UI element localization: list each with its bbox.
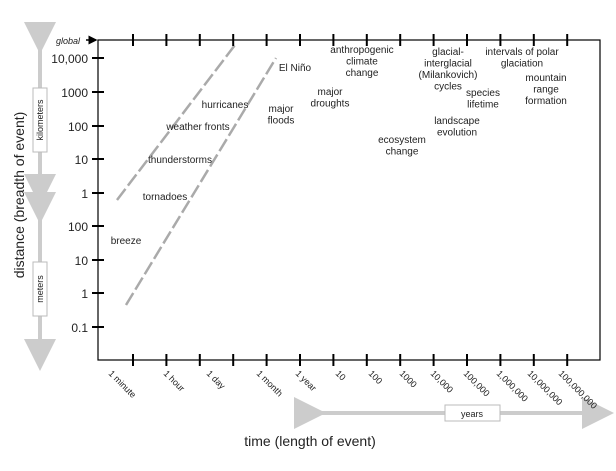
- event-label: droughts: [311, 99, 350, 110]
- event-label: (Milankovich): [419, 70, 478, 81]
- x-tick-label: 10,000: [429, 368, 456, 395]
- global-label: global: [56, 36, 81, 46]
- y-tick-label: 1000: [61, 86, 88, 100]
- event-label: ecosystem: [378, 135, 426, 146]
- x-tick-label: 1 year: [294, 368, 319, 393]
- event-label: change: [386, 147, 419, 158]
- y-tick-label: 10: [75, 153, 89, 167]
- event-label: climate: [346, 57, 378, 68]
- unit-box: [444, 404, 501, 422]
- event-label: thunderstorms: [148, 155, 212, 166]
- y-tick-label: 10,000: [51, 52, 88, 66]
- x-tick-label: 1 hour: [162, 368, 187, 393]
- axis-title: distance (breadth of event): [11, 112, 27, 279]
- event-label: breeze: [111, 236, 142, 247]
- x-tick-label: 1 minute: [107, 368, 138, 399]
- event-label: tornadoes: [143, 192, 187, 203]
- event-label: intervals of polar: [485, 47, 559, 58]
- event-label: range: [533, 85, 559, 96]
- units-label: years: [461, 409, 484, 419]
- event-label: mountain: [525, 73, 566, 84]
- units-label: meters: [35, 275, 45, 303]
- y-tick-label: 100: [68, 120, 88, 134]
- event-label: interglacial: [424, 59, 472, 70]
- units-label: kilometers: [35, 99, 45, 141]
- x-tick-label: 1 day: [205, 368, 228, 391]
- unit-box: [32, 261, 48, 317]
- x-tick-label: 100: [367, 368, 385, 386]
- x-tick-label: 1000: [398, 368, 419, 389]
- event-label: species: [466, 88, 500, 99]
- event-label: weather fronts: [165, 122, 229, 133]
- event-label: El Niño: [279, 63, 312, 74]
- event-label: major: [317, 87, 343, 98]
- event-label: change: [346, 68, 379, 79]
- event-label: cycles: [434, 82, 462, 93]
- event-label: glaciation: [501, 59, 543, 70]
- y-tick-label: 1: [81, 287, 88, 301]
- y-tick-label: 100: [68, 220, 88, 234]
- event-label: formation: [525, 96, 567, 107]
- x-tick-label: 1 month: [255, 368, 285, 398]
- event-label: major: [268, 104, 294, 115]
- dashed-band: [124, 57, 278, 306]
- x-tick-label: 1,000,000: [495, 368, 530, 403]
- y-tick-label: 1: [81, 187, 88, 201]
- event-label: hurricanes: [202, 100, 249, 111]
- plot-frame: [97, 39, 601, 361]
- unit-box: [32, 87, 48, 153]
- event-label: floods: [268, 116, 295, 127]
- dashed-band: [116, 44, 236, 201]
- x-tick-label: 100,000,000: [557, 368, 599, 410]
- x-tick-label: 10: [334, 368, 348, 382]
- event-label: glacial-: [432, 47, 464, 58]
- event-label: evolution: [437, 128, 477, 139]
- axis-title: time (length of event): [244, 433, 376, 449]
- event-label: lifetime: [467, 100, 499, 111]
- event-label: landscape: [434, 116, 480, 127]
- x-tick-label: 100,000: [462, 368, 492, 398]
- y-tick-label: 0.1: [71, 321, 88, 335]
- y-tick-label: 10: [75, 254, 89, 268]
- event-label: anthropogenic: [330, 45, 393, 56]
